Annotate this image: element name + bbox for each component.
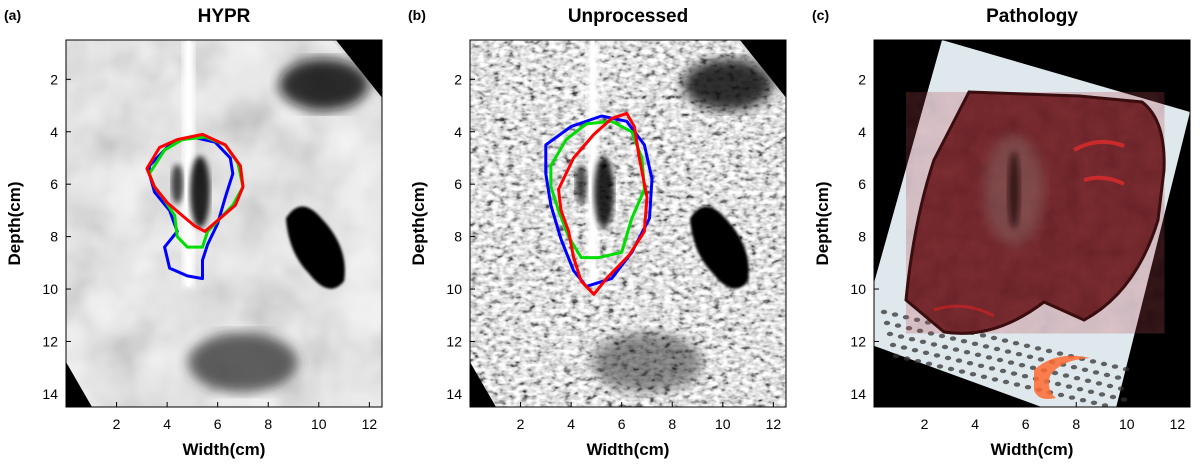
panel-label: (c) bbox=[812, 7, 829, 23]
y-tick-label: 4 bbox=[858, 124, 866, 140]
y-tick-label: 4 bbox=[50, 124, 58, 140]
y-tick-label: 14 bbox=[850, 386, 866, 402]
x-tick-label: 10 bbox=[715, 416, 731, 432]
x-tick-label: 10 bbox=[1119, 416, 1135, 432]
panel-a: 2 4 6 8 10 12 2 4 6 8 10 12 14 (a) HYPR Width(cm) Depth(… bbox=[4, 6, 383, 459]
panel-b: 2 4 6 8 10 12 2 4 6 8 10 12 14 (b) Unprocessed Width(cm… bbox=[408, 6, 787, 459]
y-tick-label: 8 bbox=[858, 229, 866, 245]
axes-frame-c bbox=[873, 39, 1191, 408]
x-tick-label: 8 bbox=[668, 416, 676, 432]
y-tick-label: 6 bbox=[454, 176, 462, 192]
x-tick-label: 10 bbox=[311, 416, 327, 432]
x-tick-label: 8 bbox=[264, 416, 272, 432]
y-axis-label: Depth(cm) bbox=[409, 181, 428, 265]
y-tick-label: 12 bbox=[42, 333, 58, 349]
panel-c-image bbox=[874, 40, 1190, 407]
x-tick-label: 12 bbox=[1170, 416, 1186, 432]
x-tick-label: 2 bbox=[113, 416, 121, 432]
x-tick-label: 6 bbox=[618, 416, 626, 432]
contour-a-2 bbox=[145, 132, 245, 233]
contour-b-1 bbox=[549, 119, 646, 260]
x-tick-label: 4 bbox=[163, 416, 171, 432]
x-axis-label: Width(cm) bbox=[183, 440, 266, 459]
x-tick-label: 4 bbox=[567, 416, 575, 432]
y-tick-label: 14 bbox=[446, 386, 462, 402]
x-tick-label: 4 bbox=[971, 416, 979, 432]
y-tick-label: 2 bbox=[858, 71, 866, 87]
y-tick-label: 8 bbox=[454, 229, 462, 245]
x-axis-label: Width(cm) bbox=[587, 440, 670, 459]
y-axis-label: Depth(cm) bbox=[5, 181, 24, 265]
panel-label: (a) bbox=[4, 7, 21, 23]
x-tick-label: 2 bbox=[921, 416, 929, 432]
y-tick-label: 2 bbox=[50, 71, 58, 87]
panel-label: (b) bbox=[408, 7, 426, 23]
x-tick-label: 6 bbox=[1022, 416, 1030, 432]
x-tick-label: 12 bbox=[362, 416, 378, 432]
panel-title: Unprocessed bbox=[568, 6, 688, 27]
x-tick-label: 12 bbox=[766, 416, 782, 432]
y-axis-label: Depth(cm) bbox=[813, 181, 832, 265]
contour-b-2 bbox=[557, 111, 649, 296]
x-tick-label: 2 bbox=[517, 416, 525, 432]
y-tick-label: 12 bbox=[446, 333, 462, 349]
axes-frame-a bbox=[65, 39, 383, 408]
panel-c: 2 4 6 8 10 12 2 4 6 8 10 12 14 (c) Pathology Width(cm) D… bbox=[812, 6, 1191, 459]
y-tick-label: 10 bbox=[850, 281, 866, 297]
y-tick-label: 10 bbox=[446, 281, 462, 297]
x-axis-label: Width(cm) bbox=[991, 440, 1074, 459]
y-tick-label: 12 bbox=[850, 333, 866, 349]
y-tick-label: 2 bbox=[454, 71, 462, 87]
y-tick-label: 4 bbox=[454, 124, 462, 140]
y-tick-label: 6 bbox=[50, 176, 58, 192]
y-tick-label: 10 bbox=[42, 281, 58, 297]
panel-b-image bbox=[470, 40, 786, 407]
y-tick-label: 8 bbox=[50, 229, 58, 245]
panel-a-image bbox=[66, 40, 382, 407]
panel-title: HYPR bbox=[198, 6, 251, 27]
y-tick-label: 6 bbox=[858, 176, 866, 192]
axes-frame-b bbox=[469, 39, 787, 408]
x-tick-label: 8 bbox=[1072, 416, 1080, 432]
y-tick-label: 14 bbox=[42, 386, 58, 402]
panel-title: Pathology bbox=[986, 6, 1078, 27]
x-tick-label: 6 bbox=[214, 416, 222, 432]
